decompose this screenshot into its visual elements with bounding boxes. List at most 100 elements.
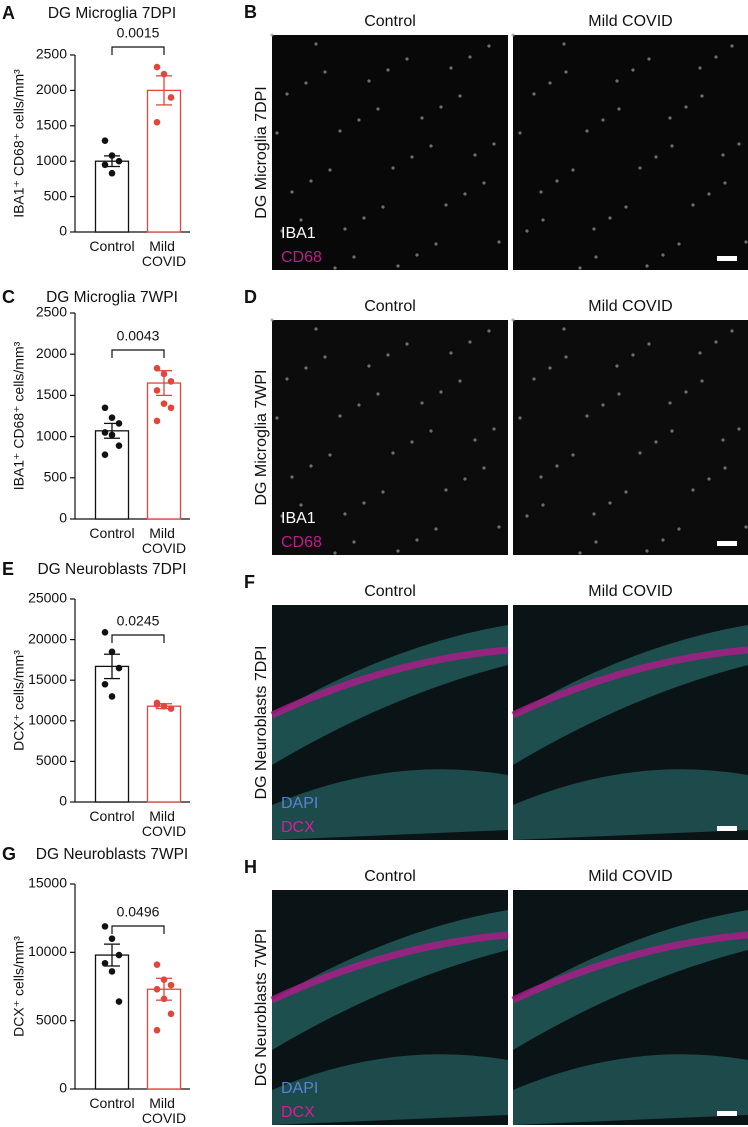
scale-bar bbox=[717, 541, 737, 546]
cell bbox=[578, 551, 582, 555]
cell bbox=[323, 355, 327, 359]
stain-label: IBA1 bbox=[281, 510, 316, 527]
significance-bracket bbox=[111, 925, 165, 934]
data-point bbox=[160, 976, 168, 983]
cell bbox=[357, 118, 361, 122]
cell bbox=[723, 181, 727, 185]
scale-bar bbox=[717, 1111, 737, 1116]
y-tick-label: 0 bbox=[59, 793, 67, 809]
cell bbox=[525, 229, 529, 233]
cell bbox=[458, 94, 462, 98]
cell bbox=[338, 414, 342, 418]
cell bbox=[555, 464, 559, 468]
data-point bbox=[153, 387, 161, 394]
cell bbox=[677, 242, 681, 246]
cell bbox=[473, 438, 477, 442]
y-tick-label: 1000 bbox=[36, 427, 67, 443]
cell bbox=[367, 79, 371, 83]
y-axis-label: DCX⁺ cells/mm³ bbox=[11, 936, 27, 1037]
cell bbox=[721, 438, 725, 442]
cell bbox=[280, 229, 284, 233]
cell bbox=[615, 364, 619, 368]
tissue-band bbox=[272, 1054, 508, 1125]
cell bbox=[548, 366, 552, 370]
data-point bbox=[108, 431, 116, 439]
stain-label: DAPI bbox=[281, 1080, 318, 1097]
cell bbox=[314, 42, 318, 46]
cell bbox=[585, 414, 589, 418]
data-point bbox=[160, 995, 168, 1003]
cell bbox=[631, 353, 635, 357]
cell bbox=[444, 488, 448, 492]
bar bbox=[94, 430, 130, 520]
cell bbox=[638, 451, 642, 455]
stain-label: IBA1 bbox=[281, 225, 316, 242]
cell bbox=[338, 129, 342, 133]
cell bbox=[700, 379, 704, 383]
column-title: Mild COVID bbox=[588, 298, 672, 315]
cell bbox=[707, 192, 711, 196]
cell bbox=[410, 440, 414, 444]
cell bbox=[555, 179, 559, 183]
tissue-band bbox=[513, 1054, 748, 1125]
cell bbox=[631, 68, 635, 72]
cell bbox=[391, 166, 395, 170]
significance-bracket bbox=[111, 634, 165, 643]
column-title: Mild COVID bbox=[588, 13, 672, 30]
x-tick-label: Mild COVID bbox=[142, 238, 186, 269]
cell bbox=[449, 351, 453, 355]
cell bbox=[585, 129, 589, 133]
bar bbox=[146, 705, 182, 803]
row-label: DG Microglia 7WPI bbox=[253, 369, 270, 505]
cell bbox=[661, 253, 665, 257]
cell bbox=[328, 168, 332, 172]
data-point bbox=[115, 664, 123, 672]
row-label: DG Microglia 7DPI bbox=[253, 86, 270, 218]
data-point bbox=[167, 705, 175, 712]
data-point bbox=[101, 404, 109, 412]
cell bbox=[444, 203, 448, 207]
cell bbox=[333, 266, 337, 270]
x-tick-label: Control bbox=[89, 525, 134, 541]
y-tick-label: 500 bbox=[44, 187, 68, 203]
cell bbox=[539, 475, 543, 479]
column-title: Control bbox=[364, 583, 416, 600]
chart-title: DG Neuroblasts 7WPI bbox=[36, 846, 188, 863]
cell bbox=[463, 477, 467, 481]
cell bbox=[434, 242, 438, 246]
cell bbox=[482, 466, 486, 470]
y-tick-label: 0 bbox=[59, 510, 67, 526]
panel-letter: B bbox=[244, 2, 257, 22]
cell bbox=[645, 264, 649, 268]
cell bbox=[376, 107, 380, 111]
cell bbox=[548, 81, 552, 85]
cell bbox=[714, 55, 718, 59]
cell bbox=[654, 155, 658, 159]
cell bbox=[290, 190, 294, 194]
cell bbox=[564, 70, 568, 74]
data-point bbox=[153, 63, 161, 71]
cell bbox=[592, 512, 596, 516]
cell bbox=[309, 464, 313, 468]
column-title: Control bbox=[364, 13, 416, 30]
cell bbox=[290, 475, 294, 479]
y-tick-label: 1500 bbox=[36, 117, 67, 133]
column-title: Mild COVID bbox=[588, 868, 672, 885]
cell bbox=[299, 503, 303, 507]
tissue-band bbox=[270, 931, 509, 1004]
micrograph bbox=[513, 35, 748, 270]
cell bbox=[323, 70, 327, 74]
data-point bbox=[108, 152, 116, 159]
cell bbox=[562, 42, 566, 46]
data-point bbox=[167, 94, 175, 101]
cell bbox=[376, 392, 380, 396]
cell bbox=[684, 390, 688, 394]
y-tick-label: 20000 bbox=[28, 630, 67, 646]
stain-label: DAPI bbox=[281, 795, 318, 812]
data-point bbox=[115, 951, 123, 959]
panel-letter: F bbox=[244, 572, 255, 592]
cell bbox=[275, 416, 279, 420]
cell bbox=[615, 79, 619, 83]
cell bbox=[352, 255, 356, 259]
